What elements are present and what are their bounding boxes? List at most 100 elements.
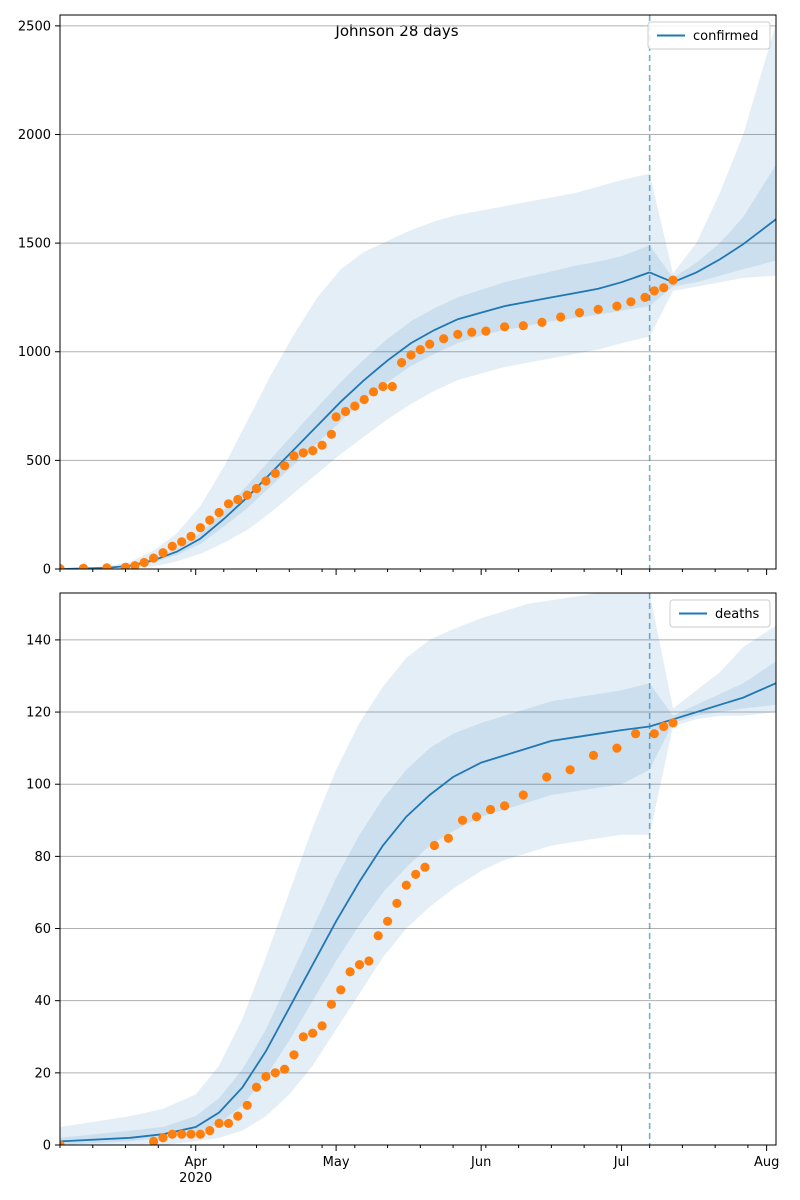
y-tick-label: 100: [26, 778, 51, 793]
observed-point: [397, 358, 407, 368]
observed-point: [331, 412, 341, 422]
observed-point: [289, 451, 299, 461]
observed-point: [373, 931, 383, 941]
observed-point: [612, 301, 622, 311]
y-tick-label: 1000: [18, 345, 51, 360]
observed-point: [326, 429, 336, 439]
observed-point: [60, 1140, 65, 1145]
observed-point: [500, 322, 510, 332]
observed-point: [659, 721, 669, 732]
observed-point: [214, 1118, 224, 1128]
observed-point: [556, 312, 566, 322]
observed-point: [640, 292, 650, 302]
observed-point: [298, 1032, 308, 1042]
observed-point: [223, 1118, 234, 1128]
observed-point: [242, 1100, 252, 1110]
observed-point: [518, 321, 528, 331]
x-tick-label: Aug: [754, 1155, 779, 1170]
legend-label: deaths: [715, 607, 760, 622]
observed-point: [326, 999, 336, 1009]
uncertainty-band-outer: [649, 593, 776, 835]
observed-point: [485, 804, 496, 815]
observed-point: [425, 339, 435, 349]
observed-point: [406, 350, 416, 360]
observed-point: [177, 537, 187, 547]
observed-point: [668, 275, 678, 285]
observed-point: [401, 880, 411, 890]
observed-point: [280, 1064, 290, 1074]
observed-point: [392, 898, 402, 908]
observed-point: [429, 840, 439, 851]
legend: deaths: [669, 599, 771, 628]
y-tick-label: 2500: [18, 19, 51, 34]
y-tick-label: 140: [26, 633, 51, 648]
median-line: [60, 271, 650, 569]
axes-frame: [59, 14, 777, 570]
observed-point: [659, 283, 669, 293]
legend: confirmed: [647, 21, 771, 50]
confirmed-panel: 0 500 1000 1500 2000 2500 confirmed: [18, 14, 777, 578]
observed-point: [298, 448, 308, 458]
x-tick-label: Apr: [184, 1155, 207, 1170]
x-year-label: 2020: [179, 1171, 212, 1186]
observed-point: [205, 1126, 215, 1136]
observed-point: [453, 329, 463, 339]
uncertainty-band-outer: [60, 173, 650, 569]
observed-point: [270, 468, 280, 478]
y-tick-label: 0: [43, 1139, 51, 1154]
y-tick-label: 2000: [18, 128, 51, 143]
plot-area: [60, 23, 776, 569]
observed-point: [471, 812, 482, 822]
uncertainty-band-inner: [60, 683, 650, 1145]
observed-point: [415, 345, 425, 355]
observed-point: [139, 557, 149, 568]
median-line: [60, 725, 650, 1143]
observed-point: [574, 308, 585, 318]
observed-point: [354, 960, 365, 970]
observed-point: [340, 406, 351, 417]
observed-point: [626, 297, 636, 307]
observed-point: [439, 334, 449, 344]
observed-point: [336, 985, 346, 995]
uncertainty-band-inner: [649, 661, 776, 770]
uncertainty-band-outer: [60, 593, 650, 1145]
observed-point: [158, 1133, 168, 1143]
observed-point: [411, 869, 421, 880]
observed-point: [368, 387, 379, 397]
observed-point: [350, 401, 360, 411]
observed-point: [387, 381, 397, 392]
observed-point: [345, 967, 355, 977]
observed-point: [359, 394, 369, 405]
observed-point: [149, 553, 159, 563]
observed-point: [261, 476, 271, 486]
y-tick-label: 80: [34, 850, 51, 865]
observed-point: [588, 750, 599, 761]
observed-point: [270, 1068, 280, 1078]
observed-point: [130, 561, 140, 569]
x-tick-label: Jul: [613, 1155, 630, 1170]
observed-point: [649, 286, 659, 296]
observed-point: [186, 1129, 196, 1139]
y-tick-label: 40: [34, 994, 51, 1009]
y-tick-label: 0: [43, 563, 51, 578]
observed-point: [242, 490, 252, 500]
observed-point: [500, 801, 510, 811]
observed-point: [518, 790, 528, 800]
observed-point: [186, 531, 196, 542]
observed-point: [233, 494, 243, 505]
observed-point: [612, 743, 622, 753]
observed-point: [649, 729, 659, 739]
observed-point: [289, 1050, 299, 1060]
observed-point: [78, 563, 88, 569]
observed-point: [308, 446, 318, 456]
observed-point: [205, 515, 215, 525]
observed-point: [565, 765, 575, 775]
y-tick-label: 60: [34, 922, 51, 937]
y-tick-label: 1500: [18, 237, 51, 252]
observed-point: [167, 541, 177, 551]
observed-point: [467, 327, 477, 337]
observed-point: [177, 1129, 187, 1139]
observed-point: [261, 1071, 271, 1082]
observed-point: [457, 815, 468, 825]
